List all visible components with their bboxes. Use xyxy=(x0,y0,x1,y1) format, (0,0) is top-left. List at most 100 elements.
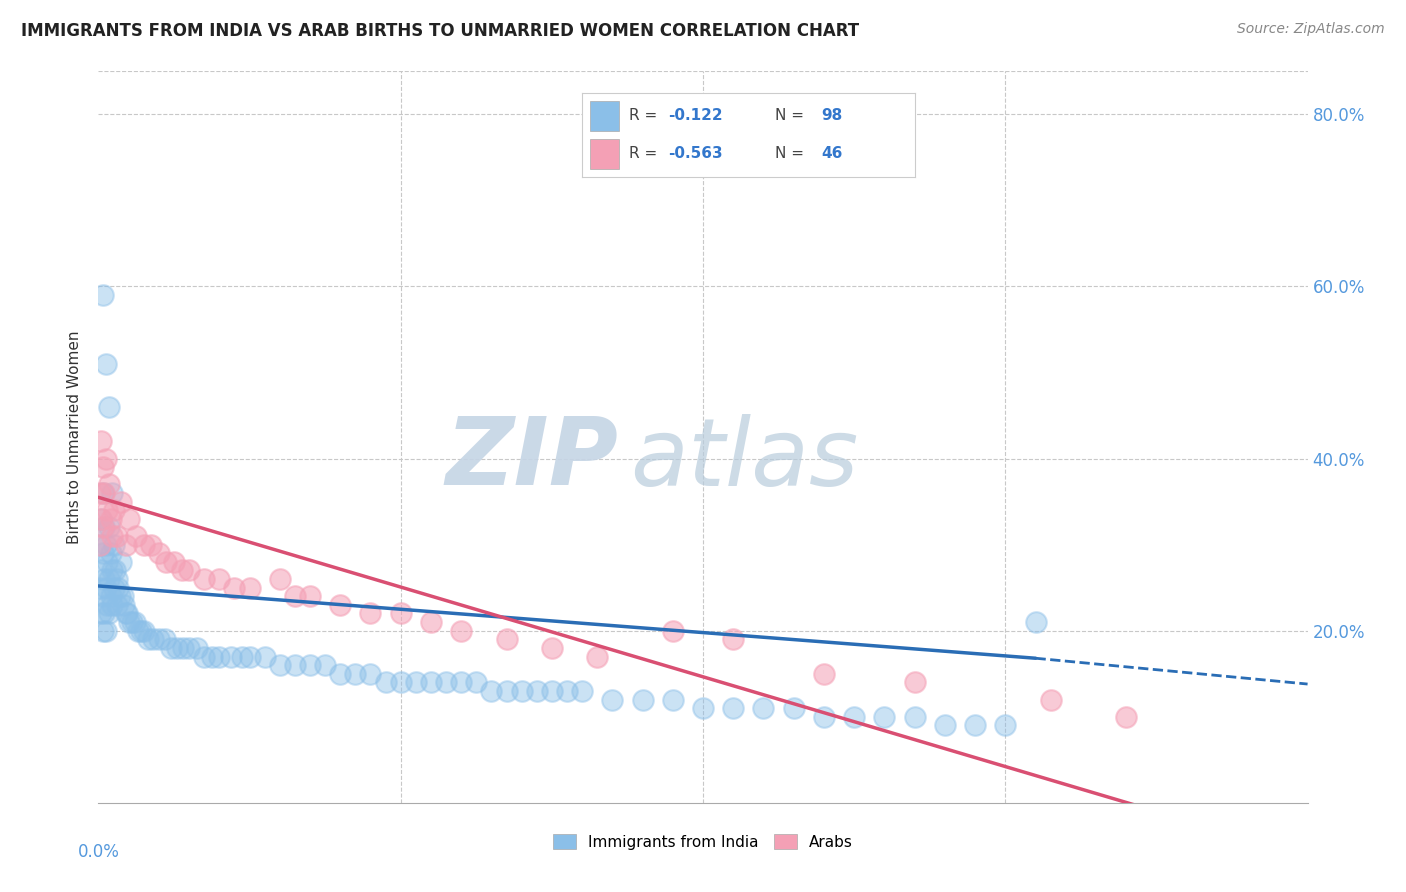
Point xyxy=(91,460,114,475)
Point xyxy=(115,607,138,621)
Point xyxy=(844,710,866,724)
Point xyxy=(89,581,111,595)
Point xyxy=(94,624,117,638)
Point xyxy=(193,649,215,664)
Point xyxy=(100,512,122,526)
Point xyxy=(91,520,114,534)
Point xyxy=(389,607,412,621)
Point xyxy=(96,555,118,569)
Point xyxy=(89,486,111,500)
Point xyxy=(101,486,124,500)
Point xyxy=(91,589,114,603)
Point xyxy=(231,649,253,664)
Point xyxy=(93,520,115,534)
Point xyxy=(129,624,152,638)
Point xyxy=(96,598,118,612)
Point xyxy=(90,434,112,449)
Point xyxy=(98,572,121,586)
Point xyxy=(723,701,745,715)
Point xyxy=(661,692,683,706)
Point xyxy=(105,598,128,612)
Point xyxy=(89,538,111,552)
Point xyxy=(132,538,155,552)
Point xyxy=(94,451,117,466)
Point xyxy=(91,288,114,302)
Point xyxy=(110,494,132,508)
Text: IMMIGRANTS FROM INDIA VS ARAB BIRTHS TO UNMARRIED WOMEN CORRELATION CHART: IMMIGRANTS FROM INDIA VS ARAB BIRTHS TO … xyxy=(21,22,859,40)
Point xyxy=(186,640,208,655)
Point xyxy=(103,581,125,595)
Point xyxy=(389,675,412,690)
Point xyxy=(329,598,352,612)
Point xyxy=(752,701,775,715)
Point xyxy=(661,624,683,638)
Point xyxy=(98,400,121,414)
Point xyxy=(127,624,149,638)
Point xyxy=(344,666,367,681)
Point xyxy=(510,684,533,698)
Point xyxy=(299,589,322,603)
Point xyxy=(540,684,562,698)
Point xyxy=(934,718,956,732)
Point xyxy=(723,632,745,647)
Text: Source: ZipAtlas.com: Source: ZipAtlas.com xyxy=(1237,22,1385,37)
Point xyxy=(91,546,114,560)
Point xyxy=(329,666,352,681)
Point xyxy=(104,564,127,578)
Point xyxy=(253,649,276,664)
Point xyxy=(166,640,188,655)
Point xyxy=(125,529,148,543)
Point xyxy=(1115,710,1137,724)
Point xyxy=(465,675,488,690)
Point xyxy=(495,684,517,698)
Point xyxy=(155,555,177,569)
Legend: Immigrants from India, Arabs: Immigrants from India, Arabs xyxy=(546,826,860,857)
Point xyxy=(405,675,427,690)
Point xyxy=(284,589,307,603)
Point xyxy=(105,529,128,543)
Point xyxy=(813,710,835,724)
Point xyxy=(904,675,927,690)
Point xyxy=(91,486,114,500)
Point xyxy=(201,649,224,664)
Point xyxy=(90,512,112,526)
Point xyxy=(94,538,117,552)
Point xyxy=(100,589,122,603)
Point xyxy=(93,572,115,586)
Point xyxy=(111,589,134,603)
Point xyxy=(163,555,186,569)
Point xyxy=(450,624,472,638)
Point xyxy=(555,684,578,698)
Point xyxy=(314,658,336,673)
Point xyxy=(101,529,124,543)
Point xyxy=(208,649,231,664)
Point xyxy=(93,607,115,621)
Point xyxy=(193,572,215,586)
Point xyxy=(450,675,472,690)
Point xyxy=(124,615,146,629)
Point xyxy=(360,607,382,621)
Text: 0.0%: 0.0% xyxy=(77,843,120,861)
Point xyxy=(114,607,136,621)
Point xyxy=(495,632,517,647)
Point xyxy=(586,649,609,664)
Point xyxy=(269,572,291,586)
Point xyxy=(360,666,382,681)
Point xyxy=(374,675,396,690)
Point xyxy=(103,503,125,517)
Point xyxy=(98,520,121,534)
Point xyxy=(141,538,163,552)
Point xyxy=(90,564,112,578)
Point xyxy=(90,512,112,526)
Point xyxy=(692,701,714,715)
Point xyxy=(160,640,183,655)
Point xyxy=(107,581,129,595)
Point xyxy=(94,581,117,595)
Point xyxy=(299,658,322,673)
Point xyxy=(284,658,307,673)
Point xyxy=(172,640,194,655)
Text: ZIP: ZIP xyxy=(446,413,619,505)
Point xyxy=(112,598,135,612)
Point xyxy=(526,684,548,698)
Point xyxy=(121,615,143,629)
